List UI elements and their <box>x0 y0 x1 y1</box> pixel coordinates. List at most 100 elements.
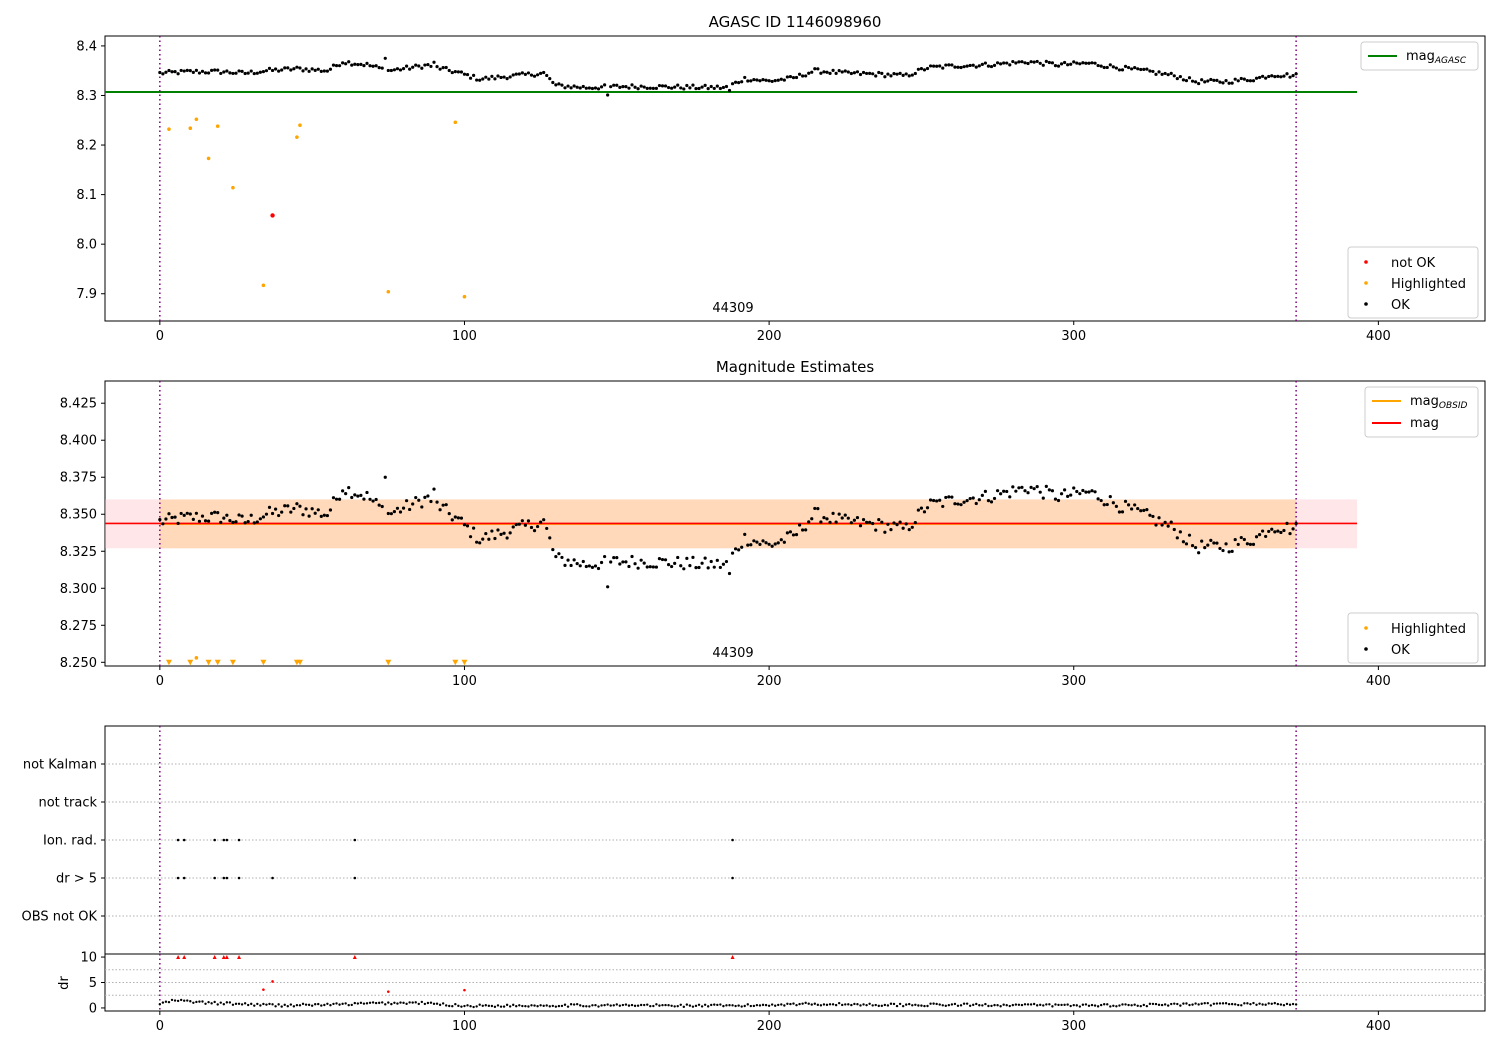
panel4-dr-point <box>347 1003 350 1007</box>
panel2-ok-point <box>816 507 820 511</box>
panel4-dr-point <box>1115 1005 1118 1008</box>
panel4-dr-point <box>825 1003 829 1007</box>
panel2-ok-point <box>654 565 658 569</box>
panel1-ok-point <box>404 64 409 68</box>
panel2-ok-point <box>1108 495 1112 499</box>
panel1-ok-point <box>1206 79 1210 83</box>
panel2-ok-point <box>740 545 744 549</box>
panel4-dr-high-point <box>387 990 390 993</box>
panel2-ok-point <box>210 511 214 515</box>
panel1-ok-point <box>1011 59 1015 64</box>
panel2-ok-point <box>481 537 485 541</box>
panel2-ok-point <box>880 520 884 524</box>
panel4-dr-point <box>1017 1003 1021 1007</box>
panel1-ok-point <box>645 86 649 90</box>
panel2-ok-point <box>1270 527 1274 531</box>
panel4-dr-point <box>262 1002 265 1006</box>
panel4-dr-point <box>914 1003 917 1006</box>
panel4-dr-point <box>822 1003 826 1006</box>
panel1-ok-point <box>724 84 729 89</box>
panel4-dr-point <box>393 1001 396 1004</box>
panel4-dr-point <box>1118 1004 1121 1007</box>
panel2-ok-point <box>639 558 643 562</box>
panel1-ok-point <box>575 85 579 89</box>
panel4-dr-point <box>1224 1002 1228 1005</box>
panel1-ok-point <box>810 70 814 74</box>
panel1-ok-point <box>1139 67 1143 72</box>
panel2-ok-point <box>456 516 460 520</box>
panel4-dr-point <box>1173 1002 1176 1005</box>
panel1-ok-point <box>173 70 177 74</box>
panel4-dr-point <box>341 1002 344 1006</box>
panel2-ok-point <box>700 561 704 565</box>
panel1-ok-point <box>804 74 808 78</box>
panel1-highlighted-point <box>188 126 193 130</box>
panel2-ok-point <box>1224 542 1228 546</box>
panel4-dr-point <box>935 1002 938 1006</box>
panel4-dr-point <box>947 1003 951 1007</box>
panel4-dr-point <box>911 1004 914 1007</box>
panel2-ok-point <box>1221 548 1225 553</box>
panel4-dr-point <box>673 1005 676 1008</box>
panel1-ok-point <box>286 66 290 70</box>
panel4-dr-point <box>481 1004 484 1007</box>
panel2-ok-point <box>1254 535 1259 539</box>
panel2-ok-point <box>837 512 841 516</box>
panel1-ok-point <box>228 71 232 75</box>
panel1-ok-point <box>895 72 899 76</box>
panel2-ok-point <box>1072 486 1076 490</box>
panel2-ytick-label: 8.325 <box>60 545 97 560</box>
panel2-ok-point <box>1175 536 1179 540</box>
panel1-ok-point <box>791 76 796 80</box>
panel4-dr-point <box>338 1003 341 1006</box>
panel1-ok-point <box>167 68 171 73</box>
panel2-ok-point <box>1291 527 1295 531</box>
panel2-ok-point <box>822 515 826 520</box>
panel1-ok-point <box>237 69 241 73</box>
panel1-ok-point <box>1145 67 1149 71</box>
panel4-dr-point <box>1130 1004 1133 1007</box>
panel2-ok-point <box>767 542 771 546</box>
panel2-ok-point <box>478 541 482 545</box>
panel1-ok-point <box>423 63 427 67</box>
panel2-ok-point <box>575 561 579 566</box>
panel2-ok-point <box>1264 534 1268 539</box>
panel1-ok-point <box>663 84 668 88</box>
panel1-ok-point <box>325 69 329 73</box>
panel1-ok-point <box>1193 80 1198 84</box>
panel2-ok-point <box>496 528 500 532</box>
panel2-ok-point <box>1282 528 1286 533</box>
panel1-ok-point <box>947 63 951 67</box>
panel1-ok-point <box>453 70 457 74</box>
panel2-ok-point <box>408 507 412 512</box>
panel1-ok-point <box>551 80 555 85</box>
panel1-ok-point <box>932 64 936 68</box>
panel4-dr-point <box>566 1005 570 1008</box>
panel2-ok-point <box>350 495 354 500</box>
panel2-ok-point <box>657 557 662 561</box>
panel4-dr-point <box>1005 1004 1008 1007</box>
panel4-dr-point <box>1206 1001 1209 1005</box>
panel4-dr-point <box>633 1004 637 1008</box>
panel3-flag-point <box>237 838 241 842</box>
panel4-dr-clipped-marker <box>730 955 735 960</box>
panel1-ok-point <box>816 67 820 71</box>
panel2-ok-point <box>1133 503 1137 507</box>
panel2-ok-point <box>304 507 308 511</box>
panel2-ok-point <box>666 562 671 567</box>
panel4-dr-point <box>886 1004 890 1007</box>
panel2-ok-point <box>962 500 966 504</box>
panel2-ok-point <box>468 535 473 539</box>
panel4-dr-point <box>1249 1002 1252 1006</box>
panel1-ok-point <box>304 67 308 71</box>
panel4-dr-point <box>740 1005 743 1008</box>
panel1-point-legend-entry-label: Highlighted <box>1391 277 1466 292</box>
panel2-ok-point <box>1193 545 1198 550</box>
panel4-dr-point <box>1240 1004 1243 1007</box>
panel4-dr-point <box>457 1004 460 1008</box>
panel4-dr-point <box>1121 1003 1124 1006</box>
panel2-ok-point <box>1017 486 1021 490</box>
panel4-dr-point <box>335 1002 338 1005</box>
panel1-ok-point <box>1190 79 1195 83</box>
panel4-dr-high-point <box>262 988 265 991</box>
